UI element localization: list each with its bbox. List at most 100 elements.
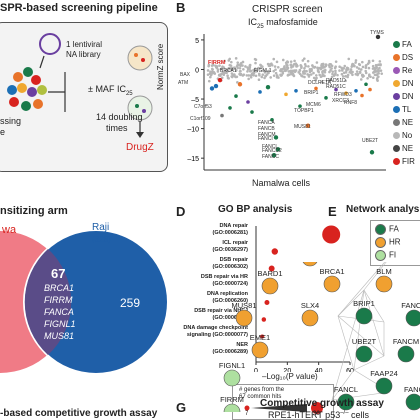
go-term-id: (GO:0006289) bbox=[212, 348, 248, 355]
gene-point bbox=[364, 66, 368, 69]
gene-point bbox=[341, 75, 345, 78]
gene-point bbox=[372, 71, 375, 74]
gene-point bbox=[276, 65, 280, 69]
legend-swatch bbox=[393, 106, 400, 114]
gene-point bbox=[316, 66, 319, 70]
venn-diagram bbox=[0, 229, 169, 375]
go-term-id: (GO:0006281) bbox=[212, 229, 248, 236]
hit-point bbox=[354, 88, 358, 93]
network-node-label: FANC bbox=[404, 385, 420, 394]
go-x-tick-label: 40 bbox=[315, 368, 323, 372]
gene-point bbox=[213, 72, 217, 75]
gene-point bbox=[235, 68, 238, 72]
gene-point bbox=[355, 70, 359, 73]
gene-point bbox=[281, 58, 285, 62]
gene-label: RAD51D bbox=[326, 78, 346, 84]
go-dot-plot: 0 20 40 60 bbox=[254, 225, 354, 372]
network-node: FIGNL1 bbox=[219, 361, 245, 387]
gene-point bbox=[366, 76, 369, 80]
y-tick-label: –5 bbox=[191, 97, 199, 104]
go-term-dot bbox=[268, 265, 275, 272]
legend-swatch bbox=[393, 93, 400, 101]
go-term-label: DNA replication (GO:0006260) bbox=[176, 291, 248, 304]
gene-label: ATM bbox=[178, 80, 188, 86]
gene-point bbox=[226, 76, 230, 80]
gene-point bbox=[234, 57, 238, 60]
gene-point bbox=[322, 74, 326, 77]
gene-point bbox=[338, 69, 341, 72]
hit-point bbox=[234, 94, 238, 98]
gene-point bbox=[359, 68, 363, 71]
gene-label: FANCC bbox=[262, 154, 279, 160]
gene-point bbox=[334, 60, 338, 63]
legend-entry: DN bbox=[393, 79, 414, 88]
gene-point bbox=[283, 69, 287, 73]
subtitle-ic: IC bbox=[248, 17, 257, 27]
gene-point bbox=[333, 66, 337, 70]
go-term-label: NER (GO:0006289) bbox=[176, 342, 248, 355]
gene-label: C7orf53 bbox=[194, 104, 212, 110]
gene-point bbox=[340, 66, 343, 70]
venn-gene: FIRRM bbox=[44, 295, 73, 305]
hit-point bbox=[368, 87, 372, 92]
size-legend-line2: 67 common hits bbox=[239, 394, 282, 400]
panel-f-title: -based competitive growth assay bbox=[0, 408, 158, 419]
gene-point bbox=[336, 73, 339, 77]
network-node: FAAP24 bbox=[370, 369, 398, 395]
go-term-dot bbox=[264, 300, 270, 305]
gene-point bbox=[315, 61, 319, 64]
gene-point bbox=[375, 73, 378, 77]
gene-point bbox=[223, 71, 227, 75]
gene-point bbox=[377, 68, 380, 71]
gene-label: RAD51C bbox=[326, 84, 346, 90]
go-term-name: DNA damage checkpoint signaling (GO:0000… bbox=[183, 325, 248, 338]
network-legend-swatch bbox=[375, 237, 386, 248]
gene-point bbox=[247, 77, 250, 81]
gene-point bbox=[206, 69, 210, 72]
gene-point bbox=[262, 69, 265, 72]
gene-point bbox=[306, 73, 309, 76]
gene-point bbox=[252, 73, 256, 77]
y-tick-label: 5 bbox=[195, 38, 199, 45]
gene-point bbox=[232, 67, 236, 71]
gene-point bbox=[303, 62, 307, 66]
gene-point bbox=[209, 70, 212, 74]
go-x-tick-label: 60 bbox=[346, 368, 354, 372]
gene-point bbox=[306, 59, 310, 63]
hit-point bbox=[364, 82, 368, 87]
gene-point bbox=[307, 65, 310, 68]
gene-point bbox=[227, 66, 231, 70]
size-legend-min: 7 bbox=[245, 411, 249, 417]
legend-swatch bbox=[393, 54, 400, 62]
gene-point bbox=[263, 71, 267, 74]
gene-point bbox=[220, 76, 224, 80]
gene-point bbox=[252, 71, 255, 74]
gene-point bbox=[373, 66, 376, 70]
gene-point bbox=[295, 65, 298, 68]
gene-point bbox=[260, 75, 264, 79]
cells-label-1: ssing bbox=[0, 116, 22, 126]
subtitle-sub: 25 bbox=[257, 23, 264, 30]
gene-point bbox=[292, 74, 296, 78]
gene-point bbox=[254, 58, 258, 61]
gene-point bbox=[235, 75, 239, 79]
y-tick-label: –15 bbox=[187, 156, 199, 163]
gene-point bbox=[274, 71, 278, 75]
gene-point bbox=[330, 75, 334, 79]
gene-point bbox=[210, 64, 214, 67]
drugz-label: DrugZ bbox=[126, 142, 154, 153]
hit-point bbox=[294, 88, 298, 93]
gene-point bbox=[207, 79, 211, 83]
gene-point bbox=[379, 69, 383, 72]
gene-point bbox=[223, 59, 226, 63]
gene-point bbox=[303, 75, 306, 79]
gene-point bbox=[379, 63, 382, 66]
gene-point bbox=[241, 64, 244, 67]
go-term-id: (GO:0006303) bbox=[212, 314, 248, 321]
gene-point bbox=[303, 66, 306, 70]
gene-label: RNF8 bbox=[344, 100, 357, 106]
gene-label: TOPBP1 bbox=[294, 108, 314, 114]
legend-label: NE bbox=[402, 144, 414, 153]
gene-point bbox=[324, 63, 328, 66]
gene-point bbox=[214, 64, 217, 68]
